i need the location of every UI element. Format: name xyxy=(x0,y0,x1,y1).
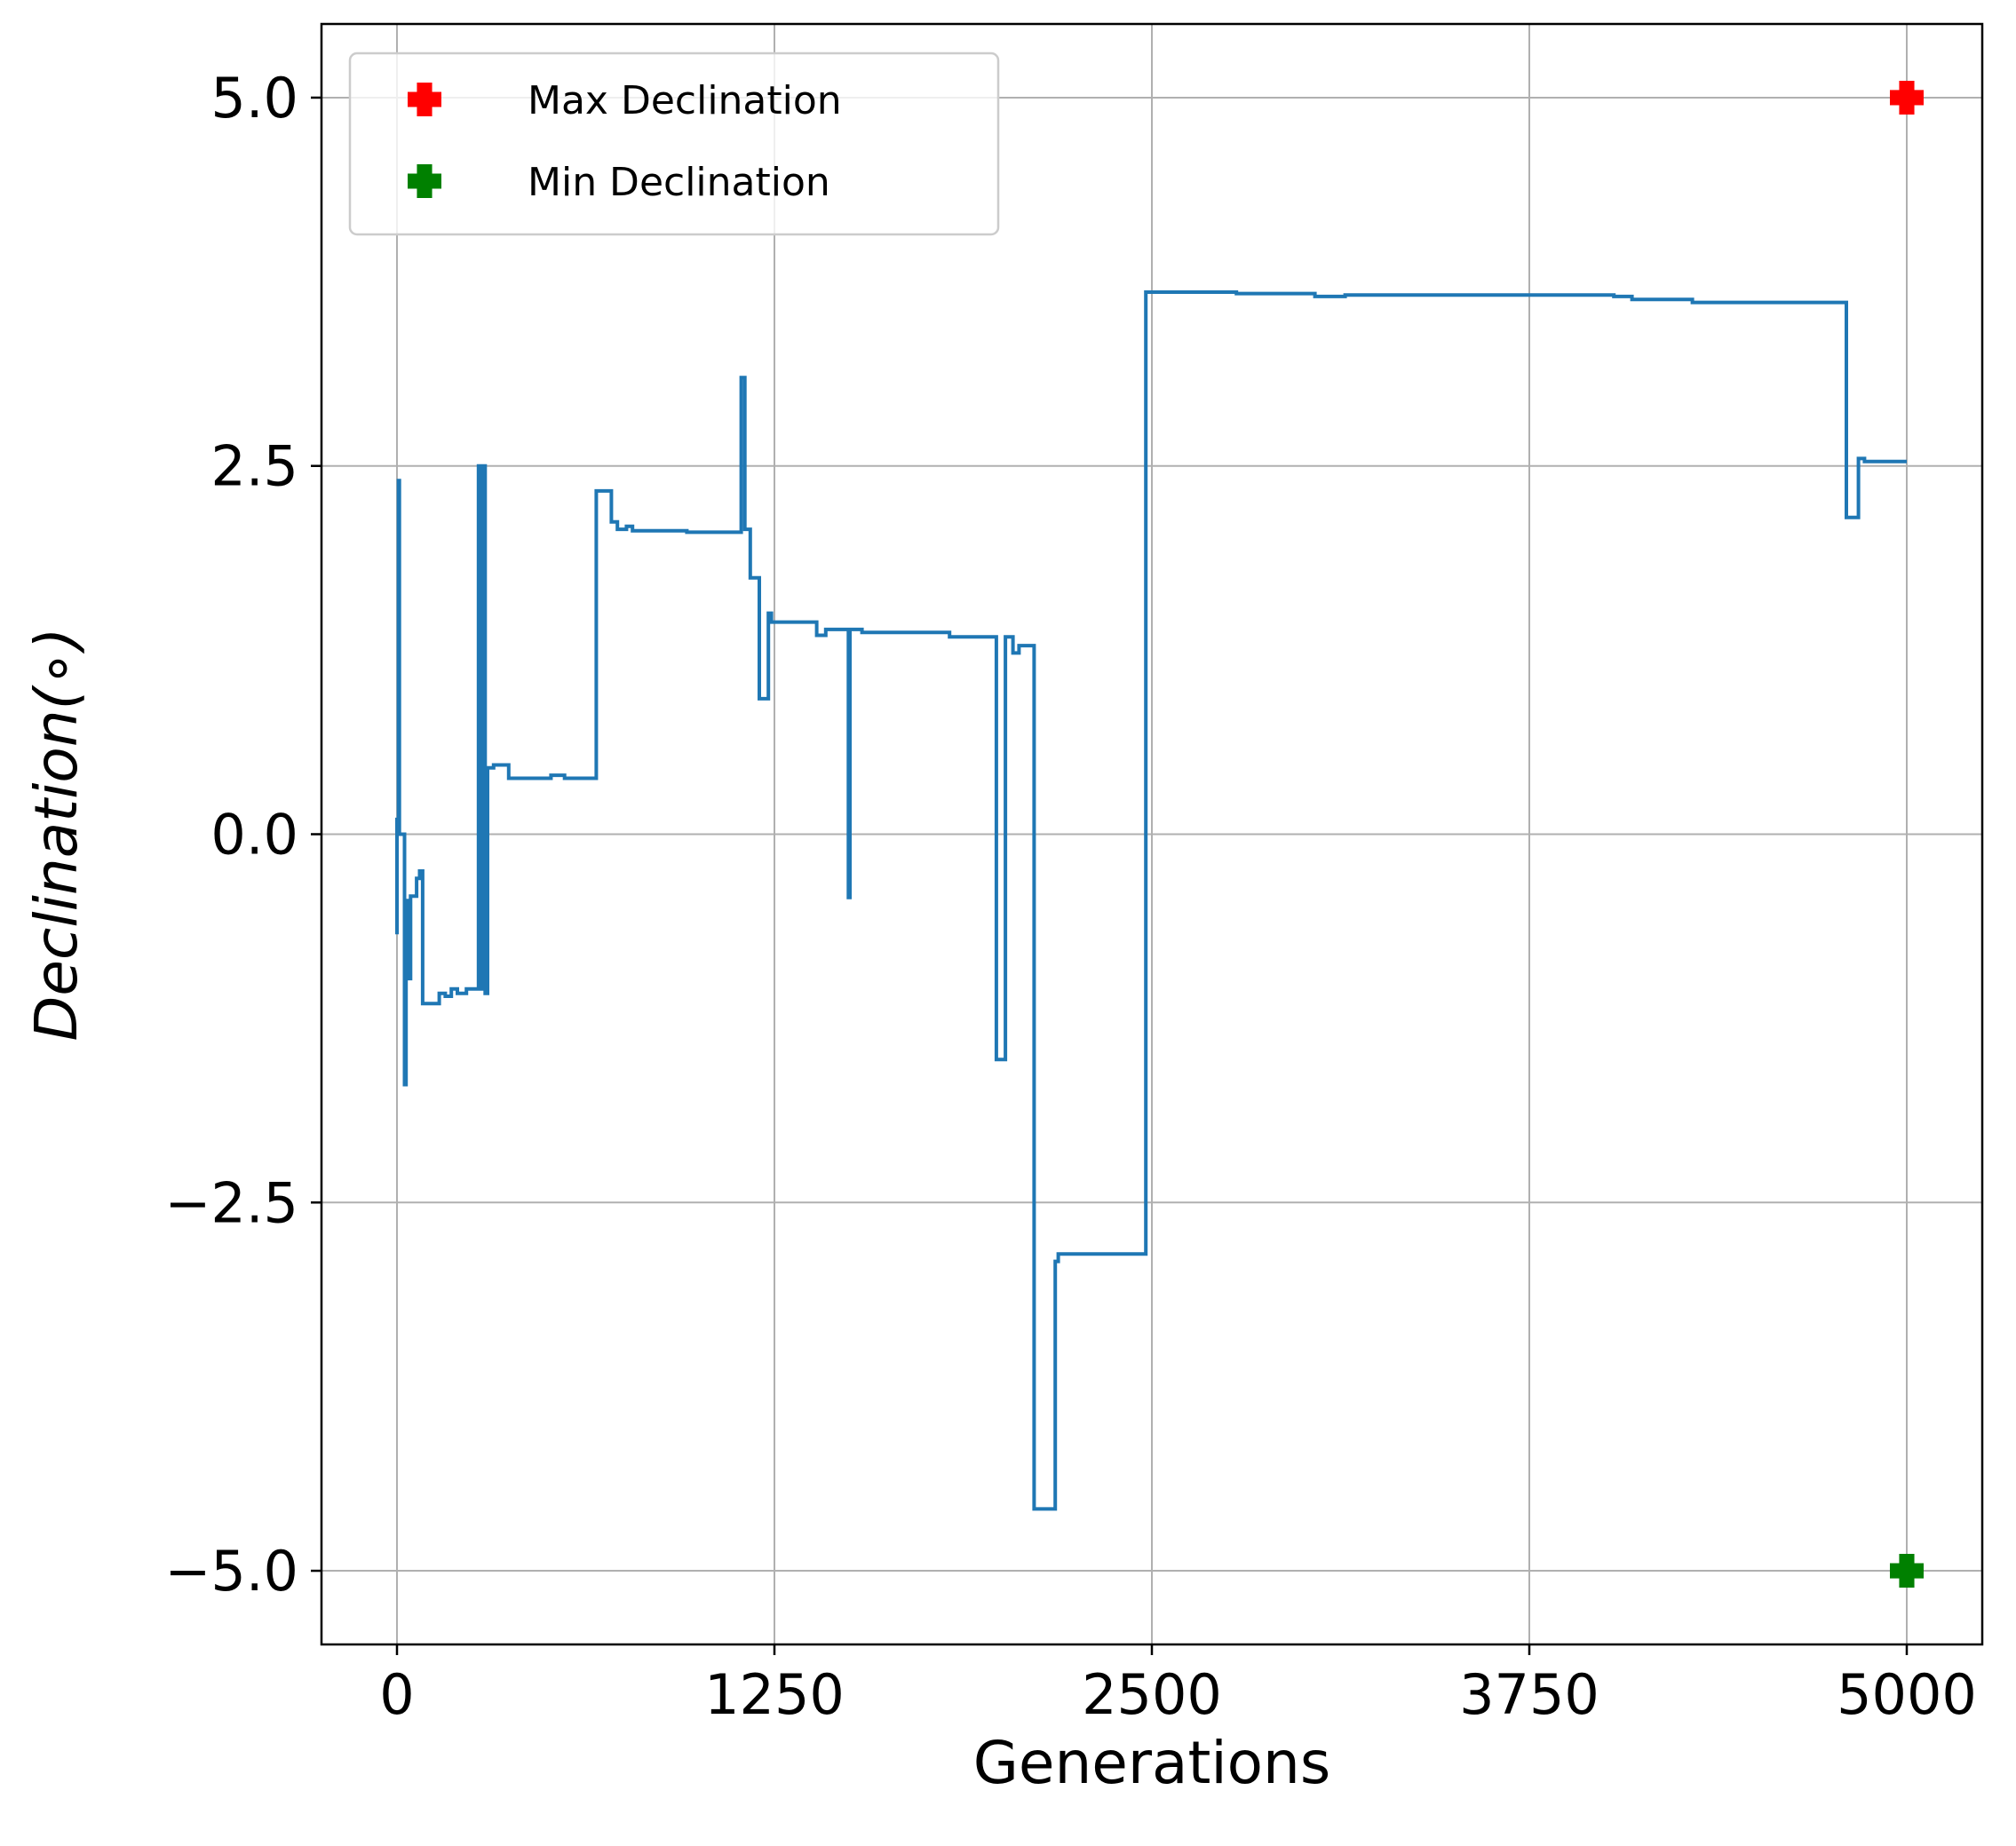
x-tick-label: 0 xyxy=(379,1662,414,1727)
y-axis-label: Declination(∘) xyxy=(22,628,91,1042)
max-declination-point xyxy=(1890,80,1924,115)
ticks: 0 1250 2500 3750 5000 −5.0 −2.5 0.0 2.5 5.0 xyxy=(164,66,1976,1727)
declination-line xyxy=(395,290,1907,1511)
x-axis-label: Generations xyxy=(973,1729,1331,1797)
legend-marker-min xyxy=(408,164,441,198)
x-tick-label: 3750 xyxy=(1459,1662,1599,1727)
y-tick-label: 5.0 xyxy=(210,66,298,131)
legend: Max Declination Min Declination xyxy=(348,51,1000,236)
x-tick-label: 2500 xyxy=(1082,1662,1222,1727)
y-tick-label: 2.5 xyxy=(210,434,298,499)
y-tick-label: 0.0 xyxy=(210,803,298,868)
x-tick-label: 5000 xyxy=(1837,1662,1977,1727)
legend-label-max: Max Declination xyxy=(528,78,842,123)
legend-box xyxy=(348,51,1000,236)
plot-area xyxy=(395,80,1924,1589)
legend-label-min: Min Declination xyxy=(528,160,830,205)
y-tick-label: −2.5 xyxy=(164,1170,298,1235)
x-tick-label: 1250 xyxy=(704,1662,845,1727)
min-declination-point xyxy=(1890,1554,1924,1589)
y-tick-label: −5.0 xyxy=(164,1539,298,1604)
legend-marker-max xyxy=(408,83,441,116)
